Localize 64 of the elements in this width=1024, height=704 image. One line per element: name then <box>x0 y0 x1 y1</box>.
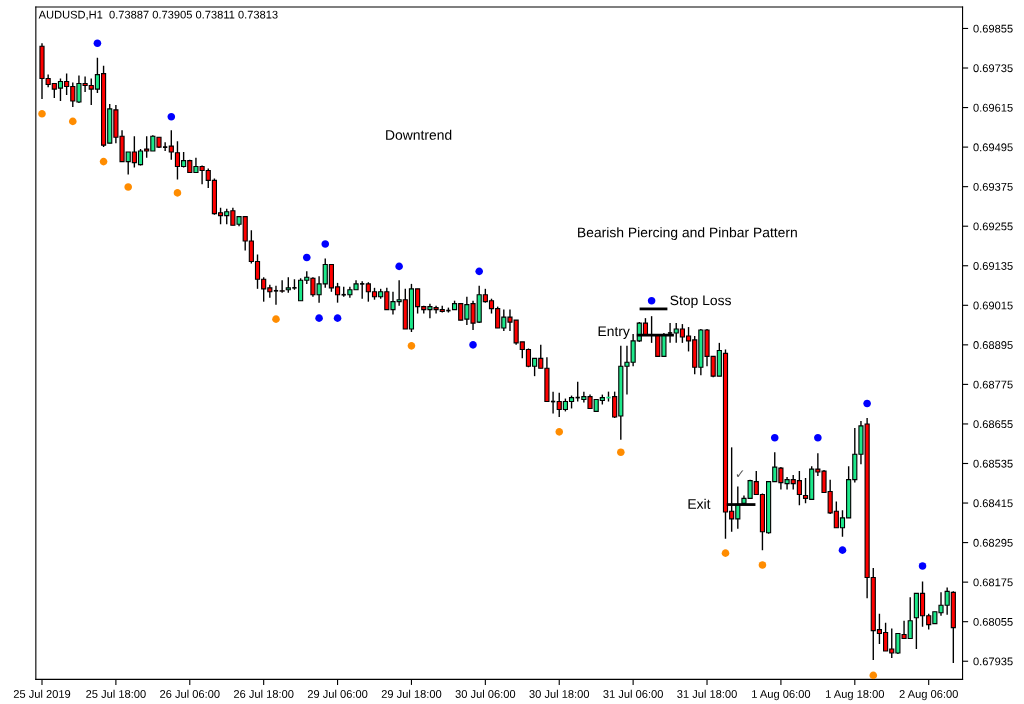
x-tick-label: 25 Jul 2019 <box>13 689 71 698</box>
y-tick-label: 0.69255 <box>973 222 1013 231</box>
point <box>333 314 342 322</box>
y-tick-label: 0.69615 <box>973 103 1013 112</box>
x-tick-label: 25 Jul 18:00 <box>86 689 146 698</box>
point <box>814 433 822 442</box>
y-tick-label: 0.69495 <box>973 143 1013 152</box>
point <box>167 112 176 121</box>
y-tick-label: 0.68415 <box>973 499 1013 508</box>
x-tick-label: 30 Jul 06:00 <box>455 689 516 698</box>
point <box>617 448 625 457</box>
point <box>315 314 323 322</box>
x-tick-label: 1 Aug 06:00 <box>752 690 811 701</box>
annotation: AUDUSD,H1 0.73887 0.73905 0.73811 0.73813 <box>38 10 278 20</box>
x-tick-label: 31 Jul 18:00 <box>677 689 737 698</box>
x-tick-label: 29 Jul 18:00 <box>381 689 442 698</box>
y-tick-label: 0.68055 <box>973 617 1013 626</box>
point <box>838 546 847 554</box>
y-tick-label: 0.68175 <box>973 578 1013 587</box>
point <box>321 240 330 248</box>
point <box>758 561 767 569</box>
x-tick-label: 29 Jul 06:00 <box>307 689 368 698</box>
x-tick-label: 30 Jul 18:00 <box>529 689 590 698</box>
x-tick-label: 26 Jul 18:00 <box>233 689 294 698</box>
point <box>93 39 102 48</box>
point <box>38 110 46 118</box>
x-tick-label: 1 Aug 18:00 <box>825 690 885 701</box>
point <box>68 117 77 126</box>
y-tick-label: 0.68895 <box>973 341 1013 349</box>
y-tick-label: 0.69855 <box>973 24 1013 33</box>
x-tick-label: 31 Jul 06:00 <box>603 689 663 698</box>
point <box>863 399 871 408</box>
y-tick-label: 0.69015 <box>973 301 1013 310</box>
point <box>770 433 779 442</box>
y-tick-label: 0.67935 <box>973 657 1013 666</box>
point <box>475 267 483 276</box>
point <box>469 341 477 349</box>
x-tick-label: 26 Jul 06:00 <box>160 689 220 698</box>
point <box>555 428 564 436</box>
annotation: ✓ <box>736 470 744 477</box>
point <box>99 157 108 166</box>
point <box>869 671 878 680</box>
y-tick-label: 0.68535 <box>973 459 1013 468</box>
y-tick-label: 0.68655 <box>973 420 1013 429</box>
point <box>173 189 182 197</box>
point <box>647 296 656 305</box>
y-tick-label: 0.69135 <box>973 262 1013 270</box>
annotation: Downtrend <box>386 129 452 140</box>
x-tick-label: 2 Aug 06:00 <box>899 690 958 701</box>
y-tick-label: 0.69375 <box>973 182 1013 191</box>
annotation: Exit <box>688 498 711 509</box>
annotation: Stop Loss <box>670 295 731 308</box>
y-tick-label: 0.69735 <box>973 64 1013 73</box>
annotation: Bearish Piercing and Pinbar Pattern <box>578 227 797 241</box>
point <box>721 549 730 557</box>
y-tick-label: 0.68295 <box>973 538 1013 547</box>
point <box>407 342 416 350</box>
point <box>124 183 133 191</box>
point <box>272 315 280 323</box>
point <box>302 253 311 262</box>
point <box>395 262 403 271</box>
y-tick-label: 0.68775 <box>973 380 1013 389</box>
annotation: Entry <box>598 326 630 339</box>
point <box>918 562 927 570</box>
